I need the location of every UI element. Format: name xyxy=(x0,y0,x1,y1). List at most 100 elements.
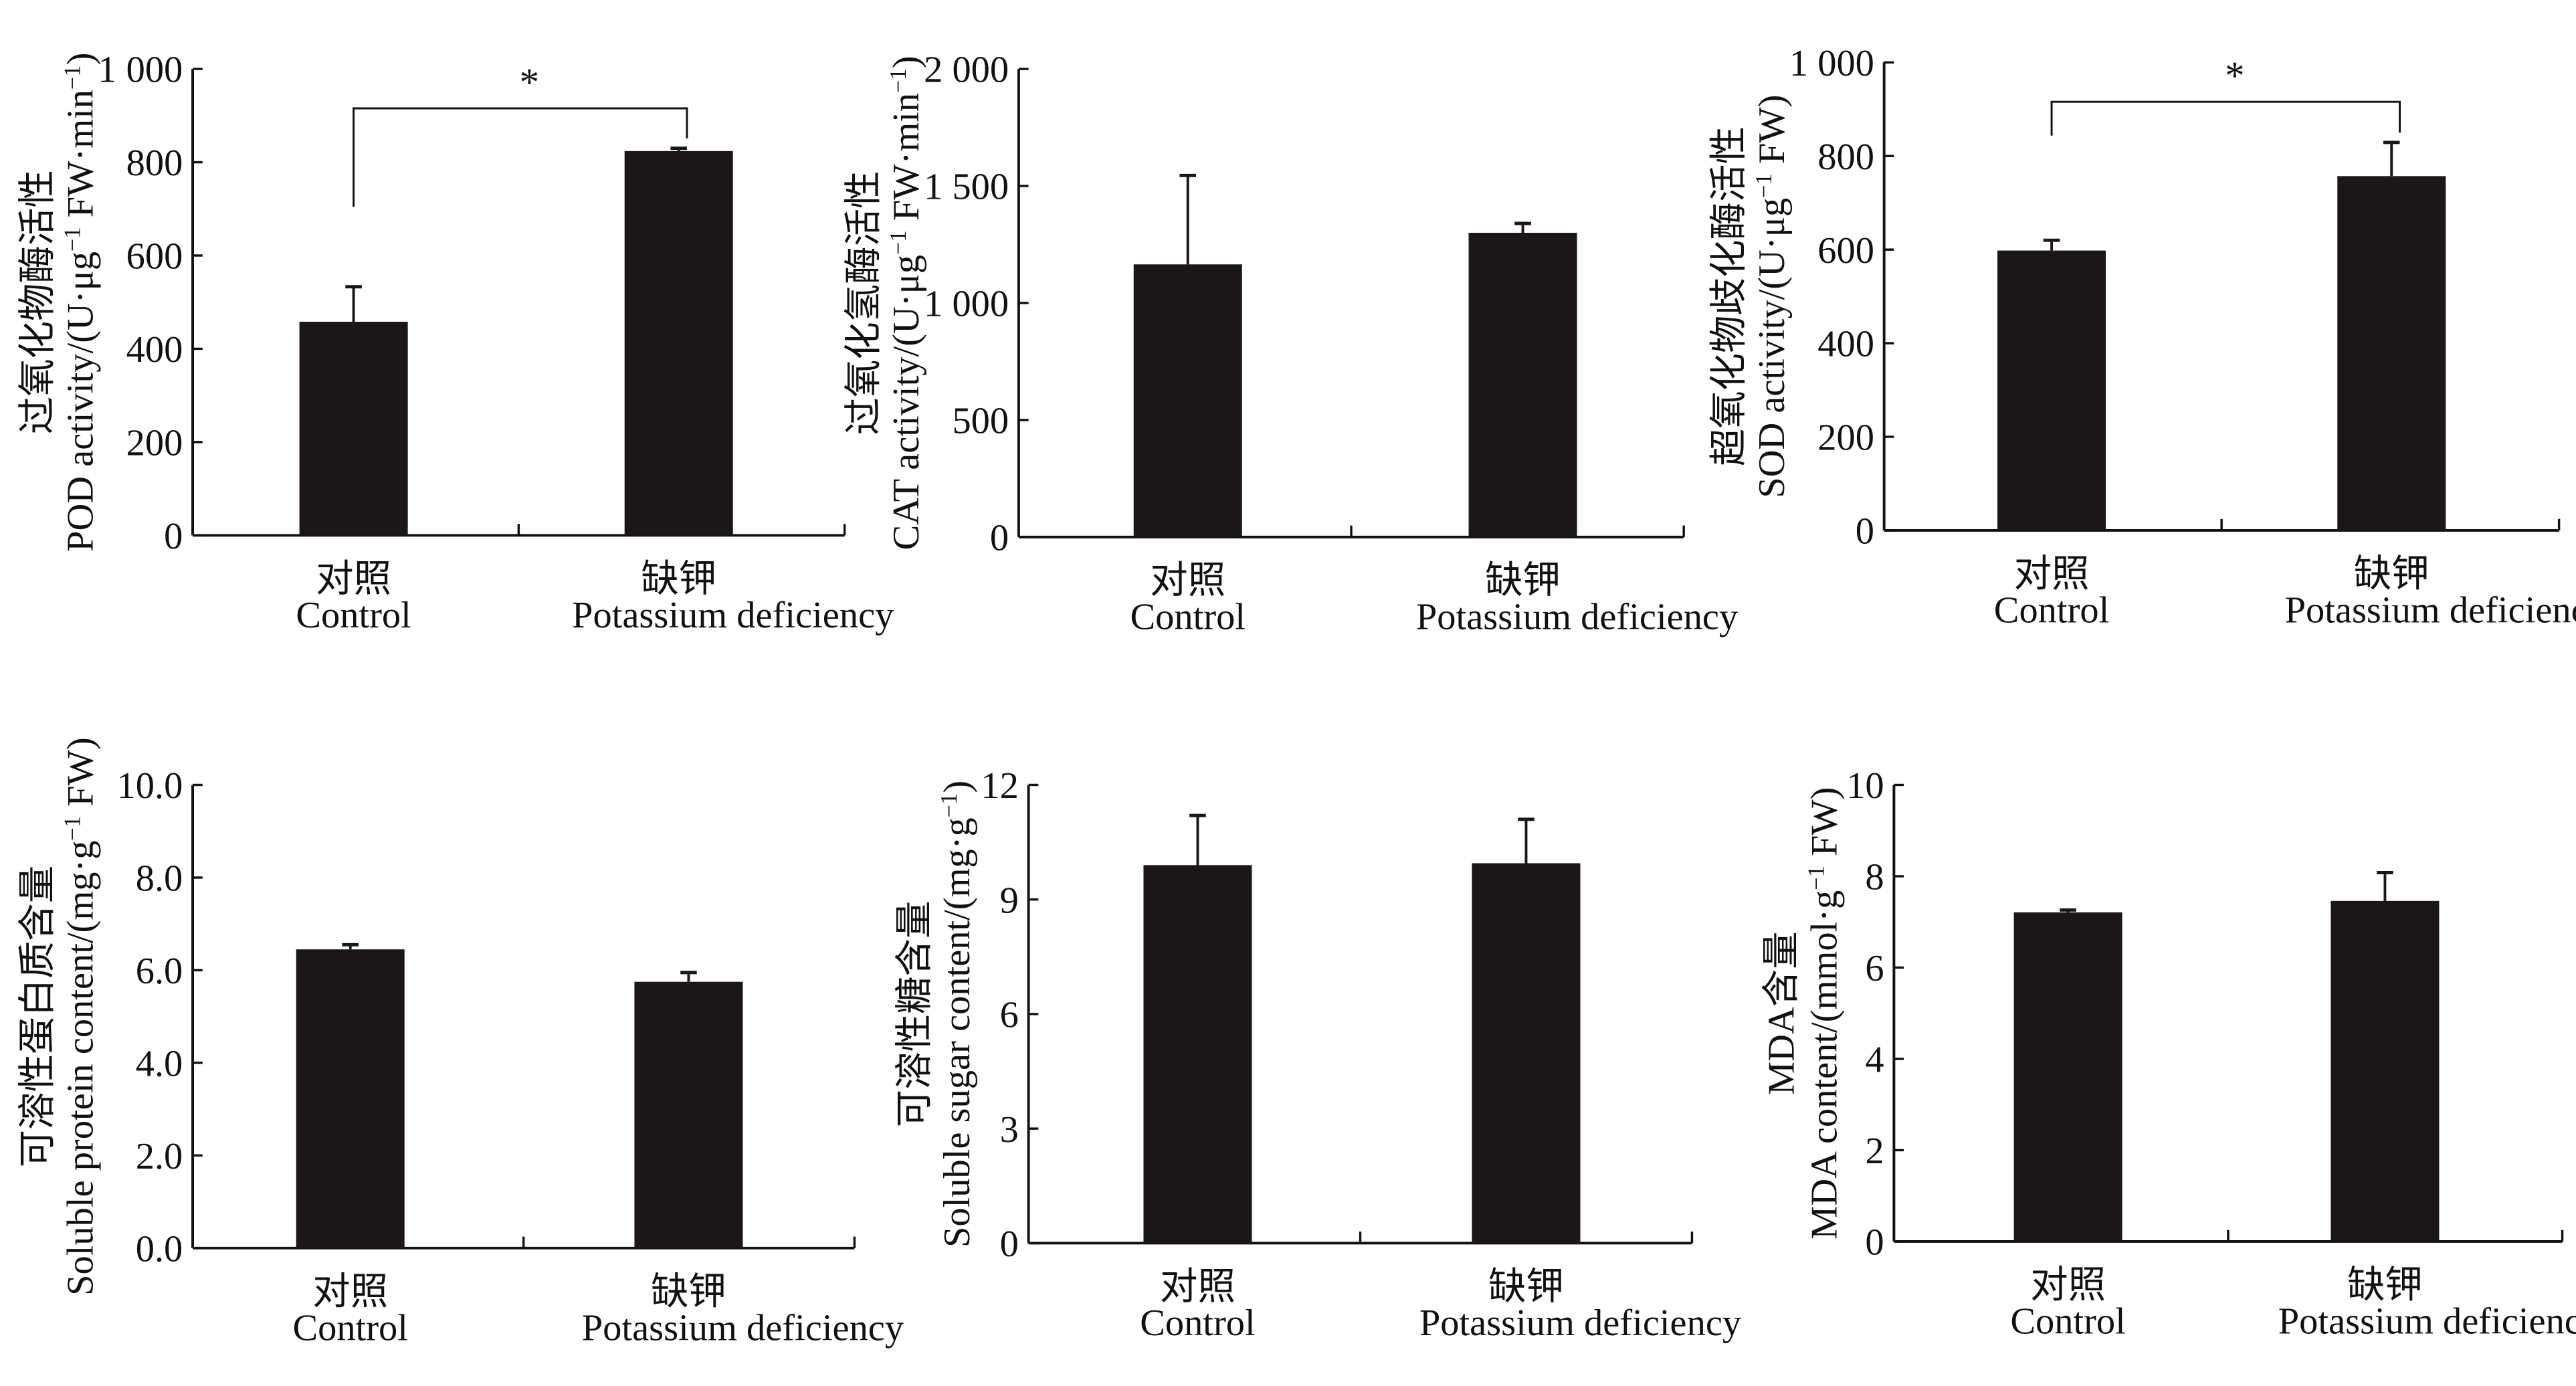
y-tick-label: 1 000 xyxy=(98,50,183,91)
superscript: −1 xyxy=(886,230,911,255)
label-part: SOD activity/(U·μg xyxy=(1751,198,1793,498)
y-tick-label: 0.0 xyxy=(136,1228,183,1270)
x-tick-label: Control xyxy=(2010,1300,2126,1342)
y-tick-label: 0 xyxy=(1865,1222,1884,1264)
y-tick-label: 0 xyxy=(164,516,183,557)
x-tick-label-cn: 缺钾 xyxy=(2347,1264,2423,1306)
bar-potassium-deficiency xyxy=(624,151,733,536)
x-tick-label: Potassium deficiency xyxy=(1416,596,1738,637)
y-tick-label: 4 xyxy=(1865,1040,1884,1081)
significance-marker: * xyxy=(2225,54,2244,98)
x-tick-label: Potassium deficiency xyxy=(1419,1302,1741,1344)
y-axis-label: Soluble protein content/(mg·g−1 FW) xyxy=(60,737,101,1296)
y-tick-label: 2 xyxy=(1865,1130,1884,1172)
significance-bracket xyxy=(2050,100,2401,136)
y-tick-label: 8 xyxy=(1865,857,1884,898)
superscript: −1 xyxy=(60,227,85,252)
bar-potassium-deficiency xyxy=(1472,863,1581,1244)
superscript: −1 xyxy=(60,816,85,841)
y-axis-label: CAT activity/(U·μg−1 FW·min−1) xyxy=(886,56,927,550)
y-tick-label: 8.0 xyxy=(136,858,183,900)
y-axis-label: POD activity/(U·μg−1 FW·min−1) xyxy=(60,53,101,552)
y-tick-label: 0 xyxy=(990,517,1009,559)
x-tick-label: Potassium deficiency xyxy=(572,595,894,636)
y-tick-label: 1 000 xyxy=(924,284,1009,325)
y-tick-label: 1 500 xyxy=(924,167,1009,208)
y-tick-label: 6 xyxy=(1865,948,1884,989)
label-part: FW) xyxy=(1803,787,1845,866)
label-part: FW) xyxy=(60,737,101,816)
x-tick-label: Control xyxy=(1130,596,1246,637)
x-tick-label: Control xyxy=(1140,1302,1256,1344)
y-axis-label-cn: 过氧化物酶活性 xyxy=(17,170,58,434)
y-tick-label: 2 000 xyxy=(924,50,1009,91)
label-part: Soluble sugar content/(mg·g xyxy=(936,817,978,1248)
label-part: ) xyxy=(936,781,978,793)
x-tick-label-cn: 对照 xyxy=(1150,560,1225,601)
y-tick-label: 0 xyxy=(1856,511,1874,553)
y-tick-label: 400 xyxy=(126,329,183,371)
y-tick-label: 6.0 xyxy=(136,951,183,992)
y-tick-label: 10.0 xyxy=(117,765,183,807)
bar-potassium-deficiency xyxy=(1468,232,1577,537)
x-tick-label-cn: 缺钾 xyxy=(651,1271,726,1312)
significance-bracket xyxy=(353,107,688,207)
bar-control xyxy=(299,321,408,536)
label-part: FW·min xyxy=(886,93,927,230)
superscript: −1 xyxy=(60,65,85,90)
bar-control xyxy=(1143,865,1252,1244)
y-axis-label: Soluble sugar content/(mg·g−1) xyxy=(936,781,978,1248)
x-tick-label: Control xyxy=(292,1307,408,1349)
y-tick-label: 6 xyxy=(1000,995,1019,1036)
x-tick-label-cn: 对照 xyxy=(2030,1264,2106,1306)
y-tick-label: 10 xyxy=(1846,765,1884,807)
significance-marker: * xyxy=(520,60,539,104)
y-tick-label: 400 xyxy=(1817,324,1874,365)
y-tick-label: 0 xyxy=(1000,1223,1019,1265)
x-tick-label: Control xyxy=(296,595,411,636)
y-tick-label: 600 xyxy=(1817,230,1874,272)
label-part: ) xyxy=(60,53,101,66)
x-tick-label-cn: 缺钾 xyxy=(1488,1266,1564,1308)
bar-control xyxy=(2013,912,2122,1242)
x-tick-label: Potassium deficiency xyxy=(2285,589,2576,631)
y-tick-label: 1 000 xyxy=(1789,43,1874,84)
label-part: ) xyxy=(886,56,927,68)
bar-potassium-deficiency xyxy=(634,981,743,1248)
y-tick-label: 2.0 xyxy=(136,1136,183,1177)
bar-potassium-deficiency xyxy=(2331,900,2440,1242)
x-tick-label: Potassium deficiency xyxy=(2278,1300,2576,1342)
y-axis-label-cn: 可溶性糖含量 xyxy=(894,901,935,1128)
label-part: FW) xyxy=(1751,95,1793,174)
superscript: −1 xyxy=(936,793,962,818)
y-tick-label: 200 xyxy=(126,423,183,464)
y-tick-label: 3 xyxy=(1000,1109,1019,1151)
y-tick-label: 800 xyxy=(126,142,183,184)
label-part: POD activity/(U·μg xyxy=(60,252,101,552)
y-axis-label: MDA content/(mmol·g−1 FW) xyxy=(1803,787,1845,1240)
bar-control xyxy=(1997,250,2106,530)
x-tick-label-cn: 对照 xyxy=(1160,1266,1235,1308)
x-tick-label-cn: 对照 xyxy=(316,559,391,600)
y-axis-label-cn: 可溶性蛋白质含量 xyxy=(17,866,58,1168)
y-tick-label: 200 xyxy=(1817,417,1874,459)
x-tick-label-cn: 缺钾 xyxy=(2354,553,2430,595)
label-part: CAT activity/(U·μg xyxy=(886,255,927,551)
x-tick-label: Control xyxy=(1994,589,2110,631)
superscript: −1 xyxy=(1751,173,1777,198)
x-tick-label: Potassium deficiency xyxy=(582,1307,904,1349)
x-tick-label-cn: 缺钾 xyxy=(1485,560,1561,601)
bar-control xyxy=(1133,264,1242,537)
label-part: MDA content/(mmol·g xyxy=(1803,890,1845,1240)
x-tick-label-cn: 对照 xyxy=(2014,553,2090,595)
label-part: Soluble protein content/(mg·g xyxy=(60,840,101,1295)
y-axis-label: SOD activity/(U·μg−1 FW) xyxy=(1751,95,1793,498)
y-tick-label: 4.0 xyxy=(136,1044,183,1085)
y-tick-label: 600 xyxy=(126,236,183,278)
